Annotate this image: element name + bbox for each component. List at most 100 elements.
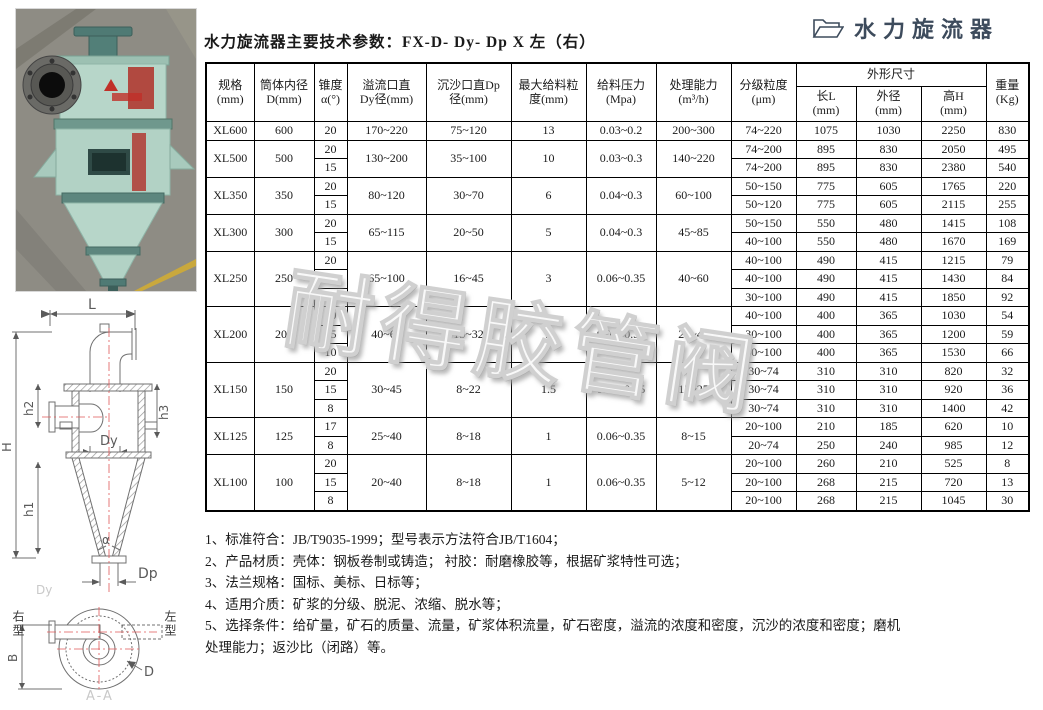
column-header: 溢流口直 Dy径(mm) xyxy=(346,62,427,122)
cell-weight: 255 xyxy=(985,195,1030,215)
table-row: XL300 300 20 65~115 20~50 5 0.04~0.3 45~85 50~15… xyxy=(205,213,1030,252)
table-row: 15 30~100 400 365 1200 59 xyxy=(206,324,1030,344)
column-header: 最大给料粒 度(mm) xyxy=(510,62,587,122)
cell-length-L: 895 xyxy=(795,158,857,178)
cell-cone-angle: 8 xyxy=(313,398,348,418)
table-row: 15 74~200 895 830 2380 540 xyxy=(206,158,1030,178)
cell-outer-diameter: 415 xyxy=(855,250,922,270)
cell-cone-angle: 15 xyxy=(313,380,348,400)
cell-spigot-diameter: 75~120 xyxy=(425,121,512,141)
cell-max-feed-size: 13 xyxy=(510,121,587,141)
cell-weight: 59 xyxy=(985,324,1030,344)
cell-weight: 66 xyxy=(985,343,1030,363)
cell-spec: XL300 xyxy=(205,213,255,252)
cell-height-H: 2250 xyxy=(920,121,987,141)
cell-overflow-diameter: 40~65 xyxy=(346,306,427,363)
cell-classification-size: 20~100 xyxy=(730,491,797,511)
cell-outer-diameter: 605 xyxy=(855,176,922,196)
cell-cone-angle: 20 xyxy=(313,139,348,159)
cell-length-L: 1075 xyxy=(795,121,857,141)
table-row: XL600 600 20 170~220 75~120 13 0.03~0.2 200~300… xyxy=(205,121,1030,141)
cell-classification-size: 40~100 xyxy=(730,250,797,270)
cell-outer-diameter: 365 xyxy=(855,343,922,363)
table-row: 15 40~100 550 480 1670 169 xyxy=(206,232,1030,252)
dim-label-B: B xyxy=(6,654,20,662)
table-row: 15 50~120 775 605 2115 255 xyxy=(206,195,1030,215)
cell-body-diameter: 200 xyxy=(253,306,315,363)
cell-max-feed-size: 10 xyxy=(510,139,587,178)
cell-classification-size: 20~100 xyxy=(730,417,797,437)
cell-feed-pressure: 0.06~0.35 xyxy=(585,417,657,455)
cell-weight: 495 xyxy=(985,139,1030,159)
cell-feed-pressure: 0.06~0.35 xyxy=(585,250,657,307)
cell-length-L: 490 xyxy=(795,250,857,270)
note-line: 1、标准符合：JB/T9035-1999；型号表示方法符合JB/T1604； xyxy=(205,532,566,547)
cell-weight: 830 xyxy=(985,121,1030,141)
cell-length-L: 260 xyxy=(795,454,857,474)
cell-body-diameter: 150 xyxy=(253,361,315,418)
cell-length-L: 268 xyxy=(795,472,857,492)
cell-classification-size: 30~74 xyxy=(730,398,797,418)
cell-outer-diameter: 480 xyxy=(855,232,922,252)
cell-cone-angle: 10 xyxy=(313,343,348,363)
cell-cone-angle: 8 xyxy=(313,435,348,455)
cell-spec: XL100 xyxy=(205,454,255,511)
cell-height-H: 1215 xyxy=(920,250,987,270)
table-row: XL100 100 20 20~40 8~18 1 0.06~0.35 5~12 20~100 2… xyxy=(205,454,1030,511)
cell-height-H: 620 xyxy=(920,417,987,437)
cell-outer-diameter: 365 xyxy=(855,324,922,344)
dim-label-h3: h3 xyxy=(157,405,171,420)
cell-height-H: 1670 xyxy=(920,232,987,252)
cell-weight: 79 xyxy=(985,250,1030,270)
table-row: 15 40~100 490 415 1430 84 xyxy=(206,269,1030,289)
cell-outer-diameter: 240 xyxy=(855,435,922,455)
dimension-diagram-graphic: L H h2 h3 Dy h1 α Dp Dy B D A-A xyxy=(0,297,171,704)
cell-cone-angle: 20 xyxy=(313,250,348,270)
cell-outer-diameter: 830 xyxy=(855,139,922,159)
cell-outer-diameter: 415 xyxy=(855,287,922,307)
cell-body-diameter: 500 xyxy=(253,139,315,178)
cell-capacity: 45~85 xyxy=(655,213,732,252)
cell-height-H: 525 xyxy=(920,454,987,474)
cell-cone-angle: 10 xyxy=(313,287,348,307)
column-header: 分级粒度 (μm) xyxy=(730,62,797,122)
cell-outer-diameter: 185 xyxy=(855,417,922,437)
cell-height-H: 1415 xyxy=(920,213,987,233)
note-line: 3、法兰规格：国标、美标、日标等； xyxy=(205,575,428,590)
cell-spigot-diameter: 8~18 xyxy=(425,454,512,511)
dim-label-h2: h2 xyxy=(22,401,36,416)
cell-capacity: 140~220 xyxy=(655,139,732,178)
cell-cone-angle: 20 xyxy=(313,213,348,233)
cell-length-L: 490 xyxy=(795,269,857,289)
cell-weight: 13 xyxy=(985,472,1030,492)
column-header: 给料压力 (Mpa) xyxy=(585,62,657,122)
cell-feed-pressure: 0.03~0.3 xyxy=(585,139,657,178)
dimension-diagram: L H h2 h3 Dy h1 α Dp Dy B D A-A 右型 左型 xyxy=(0,292,202,710)
cell-outer-diameter: 1030 xyxy=(855,121,922,141)
dim-label-D: D xyxy=(144,665,154,680)
cell-overflow-diameter: 170~220 xyxy=(346,121,427,141)
cell-cone-angle: 8 xyxy=(313,491,348,511)
cell-spigot-diameter: 8~22 xyxy=(425,361,512,418)
cell-cone-angle: 15 xyxy=(313,158,348,178)
cell-cone-angle: 15 xyxy=(313,269,348,289)
cell-classification-size: 30~100 xyxy=(730,343,797,363)
cell-body-diameter: 300 xyxy=(253,213,315,252)
cell-feed-pressure: 0.04~0.3 xyxy=(585,213,657,252)
cell-outer-diameter: 365 xyxy=(855,306,922,326)
dim-label-Dy: Dy xyxy=(100,434,118,449)
cell-spec: XL500 xyxy=(205,139,255,178)
cell-outer-diameter: 830 xyxy=(855,158,922,178)
right-type-label: 右型 xyxy=(11,610,25,638)
cell-feed-pressure: 0.03~0.2 xyxy=(585,121,657,141)
cell-classification-size: 74~200 xyxy=(730,158,797,178)
cell-classification-size: 50~120 xyxy=(730,195,797,215)
page-title: 水力旋流器主要技术参数：FX-D- Dy- Dp X 左（右） xyxy=(204,34,596,51)
cell-max-feed-size: 1 xyxy=(510,454,587,511)
cell-spec: XL350 xyxy=(205,176,255,215)
column-header: 长L (mm) xyxy=(795,86,857,122)
column-header: 高H (mm) xyxy=(920,86,987,122)
cell-height-H: 985 xyxy=(920,435,987,455)
cell-length-L: 250 xyxy=(795,435,857,455)
